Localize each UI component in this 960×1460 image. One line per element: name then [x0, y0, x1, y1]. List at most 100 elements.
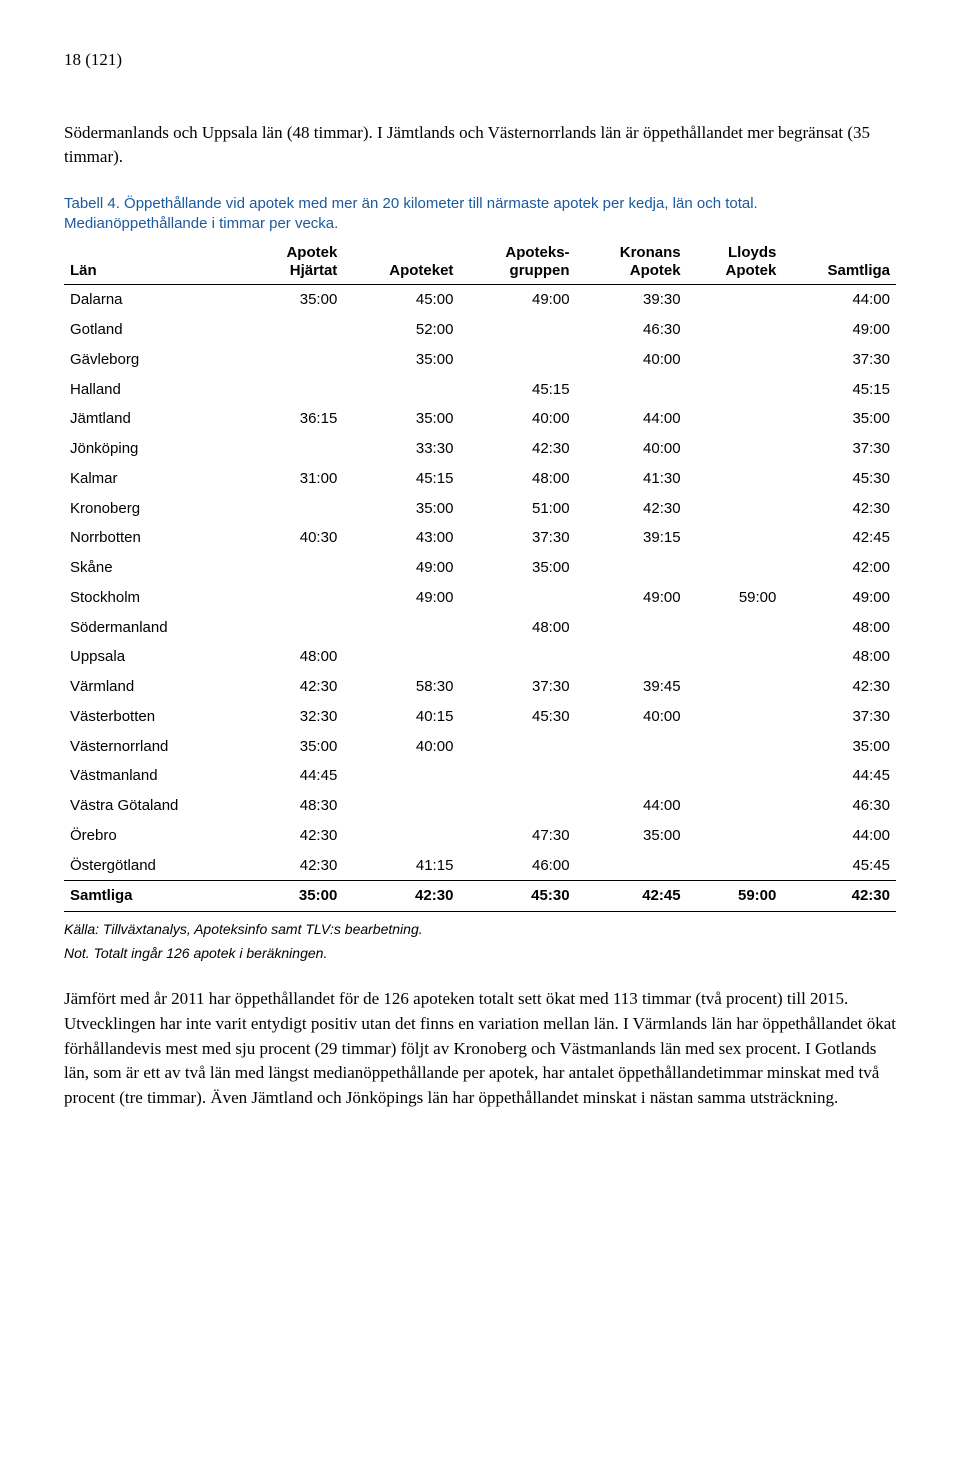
row-label: Västmanland [64, 761, 248, 791]
table-row: Norrbotten40:3043:0037:3039:1542:45 [64, 523, 896, 553]
row-value: 45:30 [459, 702, 575, 732]
row-label: Östergötland [64, 851, 248, 881]
row-value [576, 553, 687, 583]
row-value: 37:30 [459, 523, 575, 553]
total-value: 42:45 [576, 881, 687, 912]
row-value: 40:15 [343, 702, 459, 732]
table-row: Södermanland48:0048:00 [64, 613, 896, 643]
total-label: Samtliga [64, 881, 248, 912]
col-apoteket: Apoteket [343, 240, 459, 285]
row-value [687, 434, 783, 464]
row-value [576, 642, 687, 672]
row-value [576, 851, 687, 881]
row-value [248, 375, 344, 405]
row-value: 58:30 [343, 672, 459, 702]
row-value: 44:00 [782, 285, 896, 315]
row-value: 35:00 [343, 494, 459, 524]
source-line: Källa: Tillväxtanalys, Apoteksinfo samt … [64, 920, 896, 940]
openings-table: Län ApotekHjärtat Apoteket Apoteks-grupp… [64, 240, 896, 912]
body-paragraph: Jämfört med år 2011 har öppethållandet f… [64, 987, 896, 1110]
table-row: Kronoberg35:0051:0042:3042:30 [64, 494, 896, 524]
row-value: 52:00 [343, 315, 459, 345]
col-lloyds: LloydsApotek [687, 240, 783, 285]
row-value [687, 851, 783, 881]
row-value: 49:00 [782, 583, 896, 613]
col-lan: Län [64, 240, 248, 285]
row-label: Kronoberg [64, 494, 248, 524]
table-row: Jönköping33:3042:3040:0037:30 [64, 434, 896, 464]
col-apotek-hjartat: ApotekHjärtat [248, 240, 344, 285]
row-label: Västra Götaland [64, 791, 248, 821]
row-value: 44:45 [782, 761, 896, 791]
row-value: 46:30 [576, 315, 687, 345]
row-value: 39:30 [576, 285, 687, 315]
row-value [687, 761, 783, 791]
row-value: 49:00 [782, 315, 896, 345]
row-value [459, 732, 575, 762]
row-value [343, 375, 459, 405]
row-label: Västernorrland [64, 732, 248, 762]
table-row: Skåne49:0035:0042:00 [64, 553, 896, 583]
row-value [343, 821, 459, 851]
row-label: Dalarna [64, 285, 248, 315]
note-line: Not. Totalt ingår 126 apotek i beräkning… [64, 944, 896, 964]
row-value [248, 345, 344, 375]
row-value: 41:30 [576, 464, 687, 494]
row-value: 41:15 [343, 851, 459, 881]
total-value: 42:30 [343, 881, 459, 912]
row-value [459, 345, 575, 375]
table-row: Västra Götaland48:3044:0046:30 [64, 791, 896, 821]
row-value [459, 642, 575, 672]
table-row: Stockholm49:0049:0059:0049:00 [64, 583, 896, 613]
row-label: Kalmar [64, 464, 248, 494]
row-value: 33:30 [343, 434, 459, 464]
row-value [248, 494, 344, 524]
row-value: 35:00 [248, 285, 344, 315]
row-value: 35:00 [343, 404, 459, 434]
row-value: 42:30 [576, 494, 687, 524]
row-value: 46:00 [459, 851, 575, 881]
row-value: 40:00 [343, 732, 459, 762]
row-value: 37:30 [782, 702, 896, 732]
row-value [687, 345, 783, 375]
row-value [248, 315, 344, 345]
row-value: 42:30 [248, 851, 344, 881]
row-value [687, 732, 783, 762]
row-value: 49:00 [343, 583, 459, 613]
row-value: 40:00 [576, 345, 687, 375]
row-value: 42:30 [459, 434, 575, 464]
row-value [459, 583, 575, 613]
row-value [687, 464, 783, 494]
row-value [687, 523, 783, 553]
table-row: Östergötland42:3041:1546:0045:45 [64, 851, 896, 881]
row-value: 37:30 [782, 434, 896, 464]
row-value [248, 613, 344, 643]
row-value [687, 702, 783, 732]
row-value: 39:15 [576, 523, 687, 553]
row-value: 48:00 [248, 642, 344, 672]
table-row: Örebro42:3047:3035:0044:00 [64, 821, 896, 851]
row-value: 35:00 [248, 732, 344, 762]
row-value: 40:00 [576, 702, 687, 732]
row-value [687, 494, 783, 524]
row-value [687, 613, 783, 643]
row-value: 35:00 [782, 732, 896, 762]
row-label: Jönköping [64, 434, 248, 464]
row-value [459, 761, 575, 791]
row-value: 44:00 [782, 821, 896, 851]
row-value: 49:00 [459, 285, 575, 315]
row-value: 44:00 [576, 791, 687, 821]
row-value: 48:00 [459, 613, 575, 643]
row-value: 44:45 [248, 761, 344, 791]
col-apoteksgruppen: Apoteks-gruppen [459, 240, 575, 285]
row-value: 45:15 [343, 464, 459, 494]
row-value: 49:00 [576, 583, 687, 613]
row-value: 47:30 [459, 821, 575, 851]
row-value [687, 821, 783, 851]
row-value: 42:45 [782, 523, 896, 553]
row-value [576, 613, 687, 643]
row-value: 51:00 [459, 494, 575, 524]
row-value [687, 642, 783, 672]
total-value: 45:30 [459, 881, 575, 912]
row-value [248, 583, 344, 613]
